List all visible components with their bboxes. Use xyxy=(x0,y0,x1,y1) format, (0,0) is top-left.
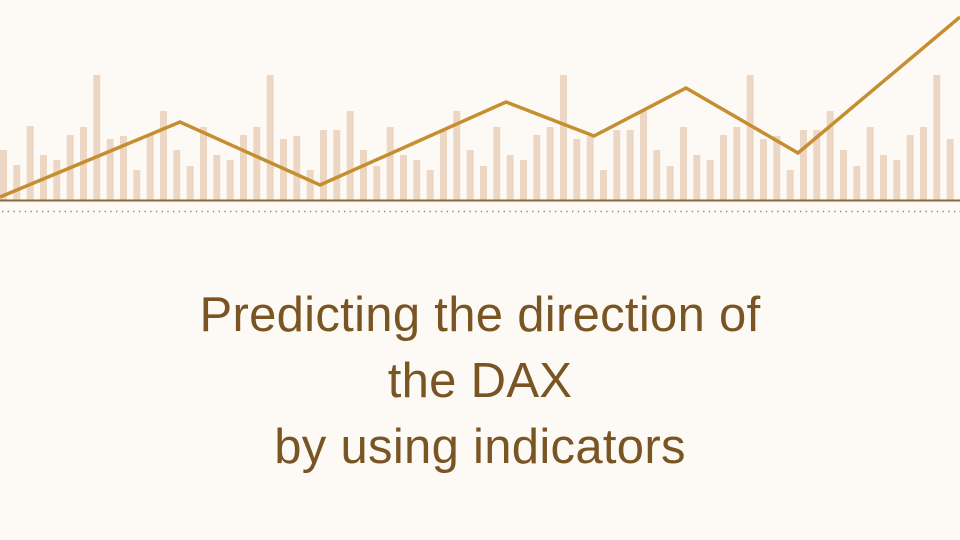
decorative-bar xyxy=(560,75,567,200)
decorative-bar xyxy=(360,150,367,200)
decorative-bar xyxy=(826,111,834,200)
decorative-bar xyxy=(240,135,247,200)
decorative-bar xyxy=(266,75,274,200)
title-line-3: by using indicators xyxy=(274,420,686,474)
decorative-bar xyxy=(546,127,554,200)
decorative-bar xyxy=(773,136,781,200)
decorative-bar xyxy=(373,166,381,200)
decorative-bar xyxy=(320,130,327,200)
decorative-bar xyxy=(480,166,487,200)
decorative-bar xyxy=(640,111,647,200)
decorative-trend-line xyxy=(0,15,960,199)
decorative-bar xyxy=(386,127,394,200)
decorative-bar xyxy=(586,136,594,200)
decorative-bar xyxy=(120,136,127,200)
decorative-bar xyxy=(600,170,607,200)
decorative-bar xyxy=(946,139,954,200)
decorative-bar xyxy=(906,135,914,200)
decorative-bar xyxy=(333,130,341,200)
decorative-bar xyxy=(800,130,807,200)
decorative-bar xyxy=(786,170,794,200)
decorative-bar xyxy=(693,155,701,200)
decorative-bar xyxy=(226,160,234,200)
decorative-bar xyxy=(573,139,581,200)
decorative-bar xyxy=(106,139,114,200)
decorative-bar xyxy=(706,160,714,200)
decorative-bar xyxy=(733,127,741,200)
decorative-bar xyxy=(293,136,301,200)
decorative-bar xyxy=(173,150,181,200)
decorative-bar xyxy=(440,130,447,200)
decorative-bar xyxy=(306,170,314,200)
decorative-bar xyxy=(920,127,927,200)
decorative-bar xyxy=(520,160,527,200)
decorative-bars xyxy=(0,75,954,200)
decorative-bar xyxy=(346,111,354,200)
decorative-bar xyxy=(200,127,207,200)
decorative-bar xyxy=(840,150,847,200)
decorative-bar xyxy=(133,170,141,200)
decorative-bar xyxy=(666,166,674,200)
decorative-bar xyxy=(93,75,101,200)
decorative-bar xyxy=(653,150,661,200)
decorative-bar xyxy=(453,111,461,200)
decorative-bar xyxy=(466,150,474,200)
decorative-bar xyxy=(213,155,221,200)
decorative-bar xyxy=(626,130,634,200)
decorative-bar xyxy=(400,155,407,200)
decorative-bar xyxy=(160,111,167,200)
decorative-chart-graphic xyxy=(0,15,960,213)
slide-title: Predicting the direction of the DAX by u… xyxy=(80,282,880,480)
decorative-bar xyxy=(146,135,154,200)
decorative-bar xyxy=(413,160,421,200)
decorative-bar xyxy=(760,139,767,200)
decorative-bar xyxy=(53,160,61,200)
decorative-bar xyxy=(0,150,7,200)
decorative-bar xyxy=(613,130,621,200)
decorative-bar xyxy=(880,155,887,200)
decorative-bar xyxy=(746,75,754,200)
decorative-bar xyxy=(720,135,727,200)
decorative-bar xyxy=(13,165,21,200)
decorative-bar xyxy=(680,127,687,200)
decorative-bar xyxy=(866,127,874,200)
decorative-bar xyxy=(813,130,821,200)
decorative-bar xyxy=(186,166,194,200)
decorative-bar xyxy=(493,127,501,200)
title-line-2: the DAX xyxy=(387,354,573,408)
decorative-bar xyxy=(506,155,514,200)
decorative-bar xyxy=(26,126,34,200)
decorative-bar xyxy=(426,170,434,200)
decorative-bar xyxy=(893,160,901,200)
decorative-bar xyxy=(853,166,861,200)
decorative-bar xyxy=(933,75,941,200)
decorative-bar xyxy=(253,127,261,200)
title-line-1: Predicting the direction of xyxy=(199,288,761,342)
decorative-bar xyxy=(533,135,541,200)
